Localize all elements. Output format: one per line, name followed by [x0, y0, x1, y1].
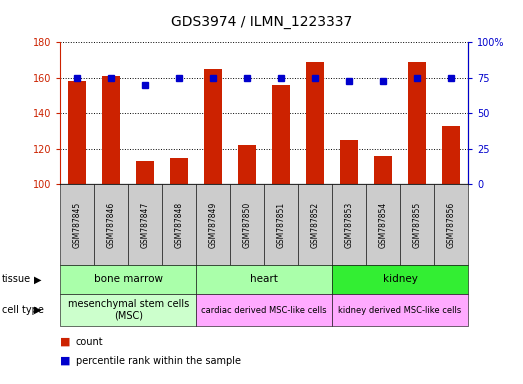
- Text: ■: ■: [60, 356, 71, 366]
- Text: cell type: cell type: [2, 305, 43, 315]
- Text: tissue: tissue: [2, 274, 31, 285]
- Text: GSM787854: GSM787854: [379, 202, 388, 248]
- Text: ■: ■: [60, 337, 71, 347]
- Bar: [170, 158, 188, 184]
- Text: cardiac derived MSC-like cells: cardiac derived MSC-like cells: [201, 306, 327, 314]
- Text: GSM787855: GSM787855: [413, 202, 422, 248]
- Text: kidney: kidney: [383, 274, 417, 285]
- Text: heart: heart: [250, 274, 278, 285]
- Text: GSM787856: GSM787856: [447, 202, 456, 248]
- Bar: [68, 81, 86, 184]
- Bar: [238, 145, 256, 184]
- Text: ▶: ▶: [34, 274, 41, 285]
- Text: GSM787853: GSM787853: [345, 202, 354, 248]
- Bar: [340, 140, 358, 184]
- Bar: [374, 156, 392, 184]
- Bar: [204, 69, 222, 184]
- Text: GSM787845: GSM787845: [73, 202, 82, 248]
- Text: GSM787852: GSM787852: [311, 202, 320, 248]
- Bar: [408, 62, 426, 184]
- Bar: [272, 85, 290, 184]
- Text: GSM787849: GSM787849: [209, 202, 218, 248]
- Text: GSM787848: GSM787848: [175, 202, 184, 248]
- Bar: [102, 76, 120, 184]
- Bar: [136, 161, 154, 184]
- Text: GSM787846: GSM787846: [107, 202, 116, 248]
- Text: GDS3974 / ILMN_1223337: GDS3974 / ILMN_1223337: [171, 15, 352, 29]
- Text: GSM787851: GSM787851: [277, 202, 286, 248]
- Text: count: count: [76, 337, 104, 347]
- Bar: [442, 126, 460, 184]
- Text: kidney derived MSC-like cells: kidney derived MSC-like cells: [338, 306, 462, 314]
- Bar: [306, 62, 324, 184]
- Text: GSM787847: GSM787847: [141, 202, 150, 248]
- Text: mesenchymal stem cells
(MSC): mesenchymal stem cells (MSC): [67, 299, 189, 321]
- Text: GSM787850: GSM787850: [243, 202, 252, 248]
- Text: percentile rank within the sample: percentile rank within the sample: [76, 356, 241, 366]
- Text: ▶: ▶: [34, 305, 41, 315]
- Text: bone marrow: bone marrow: [94, 274, 163, 285]
